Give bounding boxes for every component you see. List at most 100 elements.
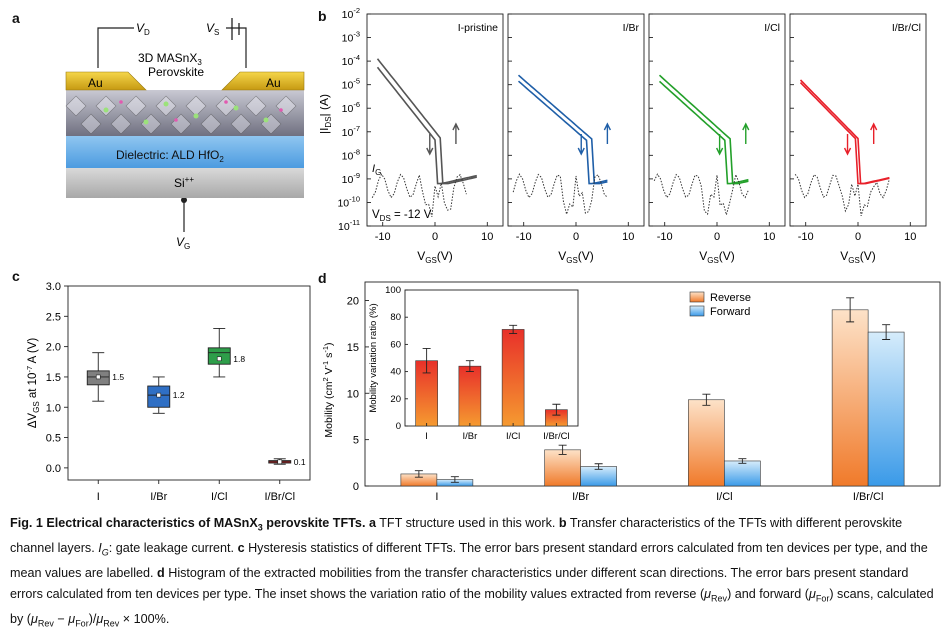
forward-sweep-1 (517, 74, 608, 185)
c-mean-label-3: 0.1 (294, 457, 306, 467)
c-ytick-label-5: 2.5 (46, 311, 61, 323)
subplot-title-1: I/Br (623, 22, 640, 34)
d-bar-reverse-2 (688, 399, 725, 487)
d-legend-swatch-0 (689, 291, 705, 303)
caption-mid1: ) and forward ( (727, 586, 809, 601)
inset-xtick-label-1: I/Br (462, 431, 477, 442)
c-xtick-label-0: I (97, 491, 100, 503)
forward-sweep-2 (658, 74, 749, 185)
subplot-frame-0 (366, 13, 504, 227)
au-right-label: Au (266, 76, 281, 90)
inset-errorbar-0 (422, 348, 431, 374)
d-legend-label-0: Reverse (710, 292, 751, 304)
c-mean-label-1: 1.2 (173, 390, 185, 400)
dielectric-layer (66, 136, 304, 168)
subplot-title-0: I-pristine (458, 22, 498, 34)
caption-ig-text: : gate leakage current. (108, 541, 238, 556)
perovskite-octahedra (65, 95, 297, 135)
c-xtick-label-3: I/Br/Cl (264, 491, 295, 503)
c-xtick-label-1: I/Br (150, 491, 167, 503)
subplot-title-3: I/Br/Cl (892, 22, 921, 34)
leakage-current-2 (653, 172, 749, 217)
plot-frame-d (364, 281, 941, 487)
xaxis-label-3: VGS(V) (840, 249, 876, 265)
d-ytick-label-2: 10 (347, 388, 359, 400)
caption-for-sub: For (815, 593, 830, 604)
ytick-label-9: 10-11 (338, 218, 360, 233)
d-ytick-label-0: 0 (353, 481, 359, 493)
mobility-bar-chart: 0 5 10 15 20 Mobility (cm2 V-1 s-1) I I/Br I/Cl I… (321, 281, 941, 503)
caption-b-text: Transfer characteristics of the TFTs wit… (10, 516, 903, 556)
caption-b-label: b (558, 516, 567, 530)
inset-ytick-label-4: 80 (390, 312, 401, 323)
dielectric-label: Dielectric: ALD HfO2 (116, 148, 224, 164)
vd-label: VD (136, 21, 150, 37)
d-xtick-label-3: I/Br/Cl (853, 491, 884, 503)
xtick-label-0-2: 10 (481, 231, 493, 243)
c-ytick-label-3: 1.5 (46, 372, 61, 384)
caption-title: Fig. 1 Electrical characteristics of MAS… (10, 516, 366, 533)
transfer-curve-0 (376, 58, 477, 185)
d-ytick-label-1: 5 (353, 435, 359, 447)
inset-xtick-label-3: I/Br/Cl (543, 431, 569, 442)
d-legend-label-1: Forward (710, 306, 750, 318)
au-contact-right (221, 71, 305, 91)
xtick-label-0-0: -10 (375, 231, 391, 243)
ytick-label-1: 10-3 (342, 30, 360, 45)
c-mean-label-0: 1.5 (112, 372, 124, 382)
xtick-label-1-1: 0 (573, 231, 579, 243)
d-errorbar-reverse-3 (846, 297, 855, 323)
ig-annotation: IG (372, 163, 381, 177)
vs-label: VS (206, 21, 219, 37)
transfer-characteristics-plot: I-pristine -10 0 10 VGS(V) I/Br -10 0 10 VGS(V) I/… (320, 6, 927, 265)
up-arrow-1 (603, 122, 612, 144)
d-xtick-label-0: I (435, 491, 438, 503)
inset-ytick-label-0: 0 (396, 421, 401, 432)
ytick-label-4: 10-6 (342, 100, 360, 115)
d-ytick-label-3: 15 (347, 342, 359, 354)
d-errorbar-reverse-2 (702, 393, 711, 406)
d-xtick-label-1: I/Br (572, 491, 589, 503)
caption-c-label: c (237, 541, 245, 556)
leakage-current-3 (794, 173, 890, 216)
caption-d-text: Histogram of the extracted mobilities fr… (10, 566, 909, 601)
figure-caption: Fig. 1 Electrical characteristics of MAS… (10, 513, 942, 634)
inset-ytick-label-3: 60 (390, 339, 401, 350)
up-arrow-0 (452, 122, 460, 144)
caption-fd-sub: Rev (103, 618, 120, 629)
au-contact-left (65, 71, 147, 91)
ytick-label-3: 10-5 (342, 77, 360, 92)
d-bar-forward-3 (867, 331, 905, 487)
caption-mu-rev: μ (704, 586, 712, 601)
source-wire (226, 27, 247, 68)
inset-bar-1 (458, 365, 482, 427)
perovskite-label: Perovskite (148, 65, 204, 79)
caption-fa-sub: Rev (37, 618, 54, 629)
xtick-label-0-1: 0 (432, 231, 438, 243)
c-box-2 (207, 347, 231, 365)
c-ytick-label-4: 2.0 (46, 342, 61, 354)
ytick-label-2: 10-4 (342, 53, 360, 68)
d-errorbar-reverse-1 (558, 444, 567, 455)
xtick-label-1-0: -10 (516, 231, 532, 243)
d-bar-reverse-1 (544, 449, 581, 487)
subplot-title-2: I/Cl (764, 22, 780, 34)
yaxis-label: |IDS| (A) (320, 94, 333, 134)
inset-errorbar-2 (509, 324, 518, 334)
reverse-sweep-3 (799, 82, 890, 185)
xaxis-label-1: VGS(V) (558, 249, 594, 265)
panel-label-d: d (318, 270, 327, 286)
substrate-label: Si++ (174, 175, 194, 190)
material-label: 3D MASnX3 (138, 51, 202, 67)
reverse-sweep-1 (517, 80, 608, 185)
subplot-frame-3 (789, 13, 927, 227)
xtick-label-2-1: 0 (714, 231, 720, 243)
caption-rev-sub: Rev (711, 593, 728, 604)
c-yaxis-label: ΔVGS at 10-7 A (V) (25, 338, 41, 429)
caption-d-label: d (157, 566, 165, 581)
xaxis-label-2: VGS(V) (699, 249, 735, 265)
xtick-label-2-2: 10 (763, 231, 775, 243)
caption-c-text: Hysteresis statistics of different TFTs.… (10, 541, 928, 581)
c-mean-marker-2 (216, 356, 222, 362)
panel-label-b: b (318, 8, 327, 24)
